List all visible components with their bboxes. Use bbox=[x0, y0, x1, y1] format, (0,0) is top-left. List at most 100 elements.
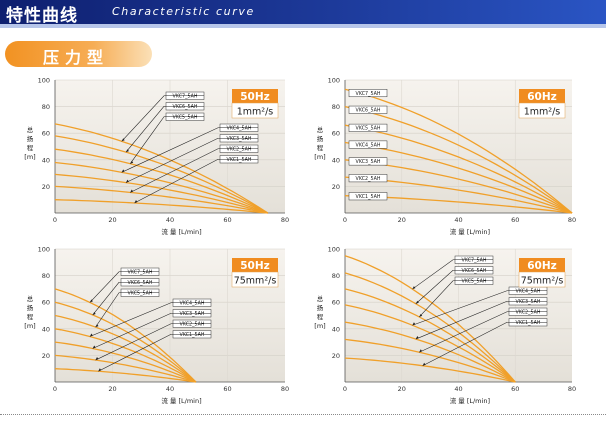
series-label: VKC2_5AH bbox=[227, 147, 252, 153]
curve-line bbox=[54, 328, 197, 383]
viscosity-box bbox=[518, 271, 566, 288]
y-tick-label: 80 bbox=[332, 272, 340, 280]
x-tick-label: 60 bbox=[511, 216, 519, 224]
series-label: VKC6_5AH bbox=[356, 108, 381, 114]
x-tick-label: 60 bbox=[223, 216, 231, 224]
leader-arrow bbox=[125, 179, 129, 183]
curve-line bbox=[344, 357, 516, 383]
leader-arrow bbox=[89, 333, 93, 337]
label-leader bbox=[419, 280, 493, 318]
curve-line bbox=[54, 368, 196, 383]
y-tick-label: 20 bbox=[42, 352, 50, 360]
series-label: VKC4_5AH bbox=[356, 142, 381, 148]
y-tick-label: 60 bbox=[42, 130, 50, 138]
x-tick-label: 0 bbox=[53, 385, 57, 393]
y-axis-title: 程 bbox=[27, 312, 34, 321]
y-tick-label: 60 bbox=[332, 299, 340, 307]
series-label-box bbox=[348, 192, 388, 201]
y-tick-label: 20 bbox=[42, 183, 50, 191]
leader-arrow bbox=[419, 349, 423, 353]
curve-line bbox=[344, 338, 516, 383]
series-label: VKC7_5AH bbox=[173, 94, 198, 100]
curve-line bbox=[344, 288, 516, 383]
y-axis-title: [m] bbox=[24, 153, 35, 161]
curve-line bbox=[344, 141, 573, 214]
curve-line bbox=[54, 148, 269, 214]
series-label: VKC6_5AH bbox=[173, 104, 198, 110]
x-tick-label: 40 bbox=[166, 216, 174, 224]
series-label: VKC5_5AH bbox=[356, 126, 381, 132]
label-leader bbox=[121, 95, 204, 142]
viscosity-label: 75mm²/s bbox=[521, 276, 564, 287]
series-label: VKC2_5AH bbox=[356, 176, 381, 182]
hz-label: 50Hz bbox=[240, 260, 270, 272]
leader-arrow bbox=[95, 357, 99, 361]
x-tick-label: 0 bbox=[343, 216, 347, 224]
y-axis-title: 总 bbox=[27, 125, 34, 134]
x-axis-title: 流 量 [L/min] bbox=[161, 227, 201, 236]
leader-arrow bbox=[92, 345, 96, 349]
series-label: VKC3_5AH bbox=[356, 159, 381, 165]
leader-arrow bbox=[121, 138, 125, 142]
series-label-box bbox=[348, 157, 388, 166]
label-leader bbox=[92, 312, 211, 349]
y-axis-title: [m] bbox=[314, 153, 325, 161]
y-tick-label: 40 bbox=[42, 325, 50, 333]
series-label: VKC1_5AH bbox=[516, 320, 541, 326]
curve-line bbox=[54, 173, 268, 214]
series-label: VKC7_5AH bbox=[128, 270, 153, 276]
y-axis-title: [m] bbox=[24, 322, 35, 330]
leader-arrow bbox=[95, 324, 99, 328]
series-label: VKC2_5AH bbox=[516, 310, 541, 316]
y-tick-label: 100 bbox=[328, 246, 340, 254]
curve-line bbox=[344, 255, 516, 383]
footer-divider bbox=[0, 414, 606, 415]
curve-line bbox=[54, 354, 197, 383]
curve-line bbox=[344, 304, 516, 383]
x-tick-label: 80 bbox=[568, 385, 576, 393]
y-axis-title: 扬 bbox=[27, 134, 34, 143]
header-bar: 特性曲线 Characteristic curve bbox=[0, 0, 606, 26]
curve-line bbox=[344, 272, 516, 383]
leader-arrow bbox=[134, 199, 138, 203]
label-leader bbox=[89, 302, 211, 337]
y-axis-title: 扬 bbox=[317, 134, 324, 143]
label-leader bbox=[422, 321, 547, 366]
series-label-box bbox=[348, 123, 388, 132]
curve-line bbox=[54, 161, 269, 214]
x-tick-label: 20 bbox=[108, 216, 116, 224]
x-tick-label: 80 bbox=[281, 385, 289, 393]
curve-line bbox=[344, 88, 573, 214]
y-axis-title: 总 bbox=[27, 294, 34, 303]
hz-badge bbox=[519, 89, 565, 103]
x-tick-label: 40 bbox=[166, 385, 174, 393]
series-label: VKC1_5AH bbox=[356, 194, 381, 200]
label-leader bbox=[98, 333, 211, 372]
x-tick-label: 80 bbox=[281, 216, 289, 224]
series-label-box bbox=[348, 140, 388, 149]
label-leader bbox=[419, 311, 547, 353]
x-tick-label: 60 bbox=[223, 385, 231, 393]
y-axis-title: 扬 bbox=[317, 303, 324, 312]
y-tick-label: 40 bbox=[42, 156, 50, 164]
curve-line bbox=[344, 124, 573, 214]
leader-arrow bbox=[130, 189, 134, 193]
hz-badge bbox=[519, 258, 565, 272]
series-label: VKC4_5AH bbox=[227, 126, 252, 132]
label-leader bbox=[95, 323, 211, 361]
hz-label: 50Hz bbox=[240, 91, 270, 103]
viscosity-label: 75mm²/s bbox=[234, 276, 277, 287]
series-label: VKC4_5AH bbox=[180, 301, 205, 307]
label-leader bbox=[89, 271, 159, 303]
section-tab: 压力型 bbox=[5, 41, 152, 67]
label-leader bbox=[125, 105, 204, 153]
label-leader bbox=[412, 290, 547, 326]
leader-arrow bbox=[415, 336, 419, 340]
y-tick-label: 60 bbox=[42, 299, 50, 307]
leader-arrow bbox=[415, 300, 419, 304]
viscosity-box bbox=[231, 102, 279, 119]
leader-arrow bbox=[412, 322, 416, 326]
hz-badge bbox=[232, 89, 278, 103]
series-label: VKC6_5AH bbox=[462, 268, 487, 274]
